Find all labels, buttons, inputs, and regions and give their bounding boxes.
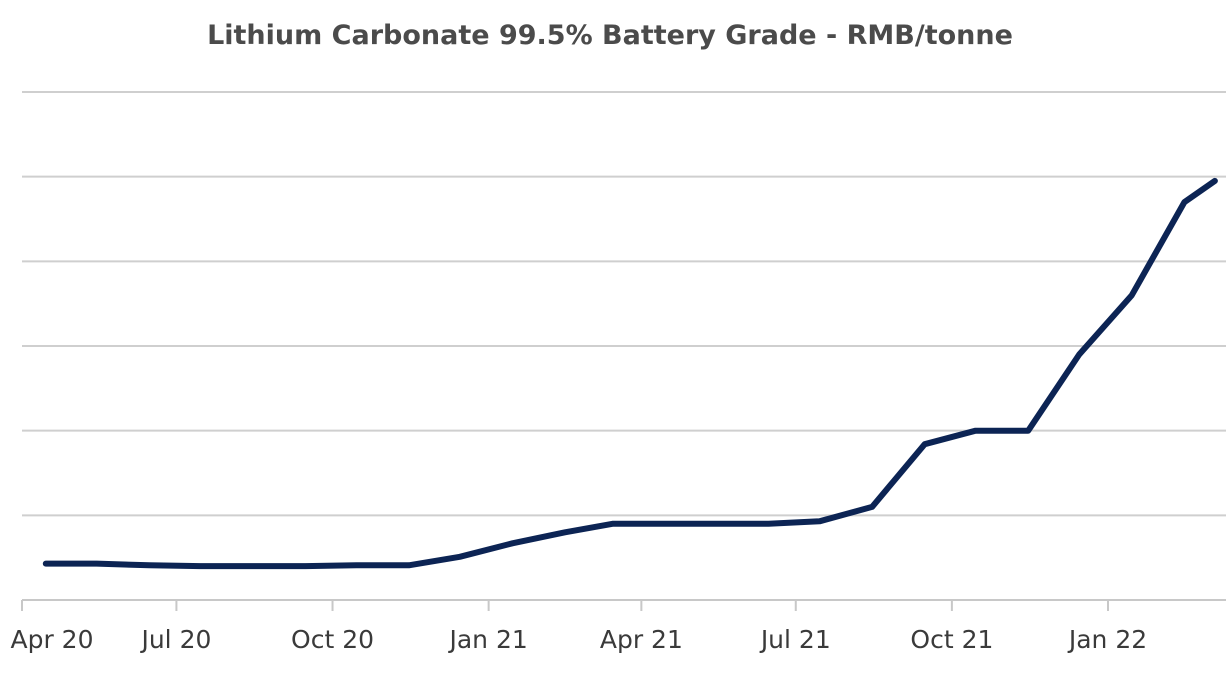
x-tick-label: Apr 20: [10, 625, 93, 654]
x-axis: Apr 20 Jul 20 Oct 20 Jan 21 Apr 21 Jul 21 Oct …: [10, 599, 1226, 654]
series-area: [42, 177, 1218, 570]
x-tick-label: Apr 21: [600, 625, 683, 654]
gridlines: [22, 91, 1226, 517]
x-tick-label: Jul 20: [139, 625, 211, 654]
chart-title: Lithium Carbonate 99.5% Battery Grade - …: [207, 20, 1013, 51]
x-tick-label: Jan 22: [1067, 625, 1147, 654]
series-line: [42, 177, 1218, 570]
x-tick-label: Jul 21: [759, 625, 831, 654]
x-tick-label: Oct 21: [910, 625, 993, 654]
x-tick-label: Oct 20: [291, 625, 374, 654]
x-tick-label: Jan 21: [447, 625, 527, 654]
